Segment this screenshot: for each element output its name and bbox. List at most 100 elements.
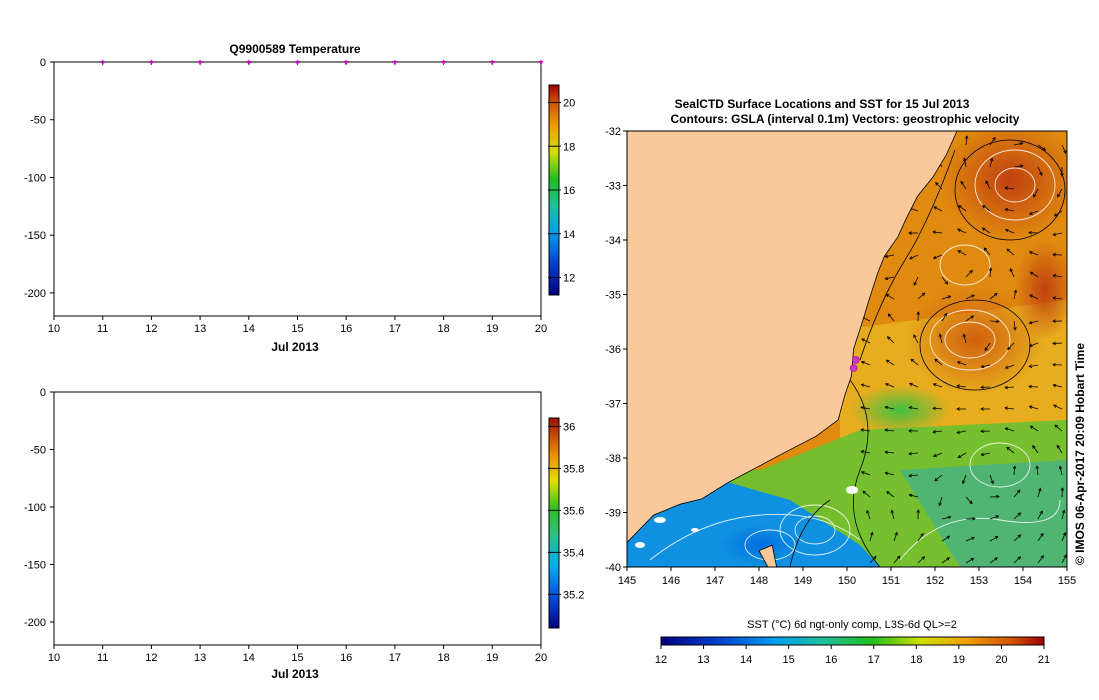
x-tick-label: 12 — [145, 652, 157, 664]
velocity-vector-head — [1006, 446, 1010, 451]
sst-colorbar — [660, 636, 1045, 646]
velocity-vector-head — [938, 502, 942, 507]
velocity-vector — [1029, 320, 1039, 324]
velocity-vector — [1005, 208, 1015, 212]
velocity-vector-head — [992, 136, 996, 141]
ocean-teal-zone — [900, 460, 1067, 567]
y-tick-label: -50 — [30, 445, 46, 457]
velocity-vector — [941, 276, 948, 285]
velocity-vector — [910, 358, 919, 366]
x-tick-label: 13 — [194, 652, 206, 664]
velocity-vector — [933, 430, 943, 433]
velocity-vector — [1029, 406, 1039, 410]
x-tick-label: 15 — [291, 652, 303, 664]
sst-colorbar-tick-label: 13 — [697, 654, 709, 666]
velocity-vector — [981, 452, 991, 456]
velocity-vector — [984, 342, 991, 351]
x-tick-label: 13 — [194, 323, 206, 335]
velocity-vector-head — [938, 333, 943, 338]
velocity-vector-head — [935, 181, 939, 186]
velocity-vector-head — [1052, 252, 1056, 257]
velocity-vector — [909, 383, 919, 388]
velocity-vector — [1054, 424, 1063, 432]
velocity-vector — [989, 474, 994, 484]
y-tick-label: 0 — [40, 57, 46, 69]
velocity-vector — [1013, 556, 1021, 564]
velocity-vector — [965, 294, 975, 300]
profile-marker-head — [197, 61, 203, 65]
velocity-vector — [933, 231, 943, 234]
velocity-vector — [861, 471, 871, 476]
map-y-tick-label: -36 — [605, 344, 621, 356]
velocity-vector-head — [957, 228, 961, 232]
velocity-vector-head — [1029, 425, 1034, 429]
velocity-vector-head — [1013, 289, 1018, 294]
velocity-vector-head — [885, 359, 890, 364]
velocity-vector — [982, 227, 991, 234]
velocity-vector-head — [956, 407, 960, 411]
velocity-vector — [957, 430, 967, 434]
velocity-vector-head — [1053, 213, 1058, 217]
x-tick-label: 10 — [48, 323, 60, 335]
velocity-vector-head — [1056, 444, 1061, 449]
velocity-vector — [935, 182, 943, 190]
velocity-vector-head — [1062, 531, 1067, 536]
sst-colorbar-tick-label: 12 — [655, 654, 667, 666]
velocity-vector-head — [989, 157, 994, 162]
velocity-vector-head — [908, 382, 913, 387]
velocity-vector-head — [932, 453, 937, 458]
velocity-vector — [885, 254, 895, 258]
temperature-axes: 10 11 12 13 14 15 16 17 18 19 20 0 -50 -100 -150 -200 — [24, 57, 547, 335]
velocity-vector — [917, 533, 924, 542]
plot-frame — [53, 61, 542, 317]
velocity-vector-head — [972, 516, 976, 521]
velocity-vector-head — [996, 494, 1000, 499]
velocity-vector-head — [932, 383, 937, 387]
velocity-vector — [957, 228, 967, 234]
velocity-vector-head — [1004, 427, 1009, 431]
profile-marker-head — [538, 61, 544, 65]
sst-colorbar-tick-label: 19 — [953, 654, 965, 666]
sst-colorbar-tick-label: 21 — [1038, 654, 1050, 666]
velocity-vector — [958, 205, 967, 212]
velocity-vector-head — [1052, 274, 1057, 278]
velocity-vector — [1052, 342, 1063, 344]
velocity-vector — [885, 383, 895, 388]
velocity-vector-head — [1028, 251, 1033, 255]
map-x-tick-label: 146 — [662, 575, 680, 587]
velocity-vector — [1005, 407, 1015, 410]
velocity-vector-head — [860, 383, 865, 387]
velocity-vector-head — [980, 452, 985, 457]
velocity-vector-head — [1040, 555, 1044, 559]
velocity-vector-head — [1035, 465, 1039, 469]
velocity-vector — [1029, 251, 1039, 256]
sst-colorbar-tick-label: 18 — [910, 654, 922, 666]
velocity-vector — [1006, 248, 1015, 256]
velocity-vector — [939, 334, 943, 344]
velocity-vector — [1029, 342, 1039, 347]
velocity-vector-head — [894, 531, 898, 536]
map-x-tick-label: 149 — [794, 575, 812, 587]
map-y-tick-label: -37 — [605, 399, 621, 411]
salinity-colorbar — [548, 417, 560, 629]
velocity-vector-head — [887, 313, 892, 318]
velocity-vector — [965, 315, 974, 322]
velocity-vector — [1053, 404, 1063, 410]
velocity-vector-head — [1032, 444, 1036, 449]
velocity-vector-head — [921, 556, 926, 560]
x-tick-label: 11 — [97, 652, 108, 664]
velocity-vector — [1013, 534, 1021, 542]
x-tick-label: 15 — [291, 323, 303, 335]
velocity-vector — [1053, 274, 1063, 278]
velocity-vector-head — [947, 295, 952, 299]
colorbar-tick-label: 35.4 — [563, 547, 584, 559]
map-y-tick-label: -40 — [605, 562, 621, 574]
profile-marker-head — [343, 61, 349, 65]
velocity-vector-head — [969, 269, 973, 274]
velocity-vector — [939, 496, 943, 506]
velocity-vector — [1013, 465, 1016, 476]
velocity-vector-head — [1028, 230, 1032, 235]
velocity-vector-head — [1012, 465, 1017, 469]
velocity-vector-head — [908, 493, 913, 498]
velocity-vector — [909, 254, 919, 260]
